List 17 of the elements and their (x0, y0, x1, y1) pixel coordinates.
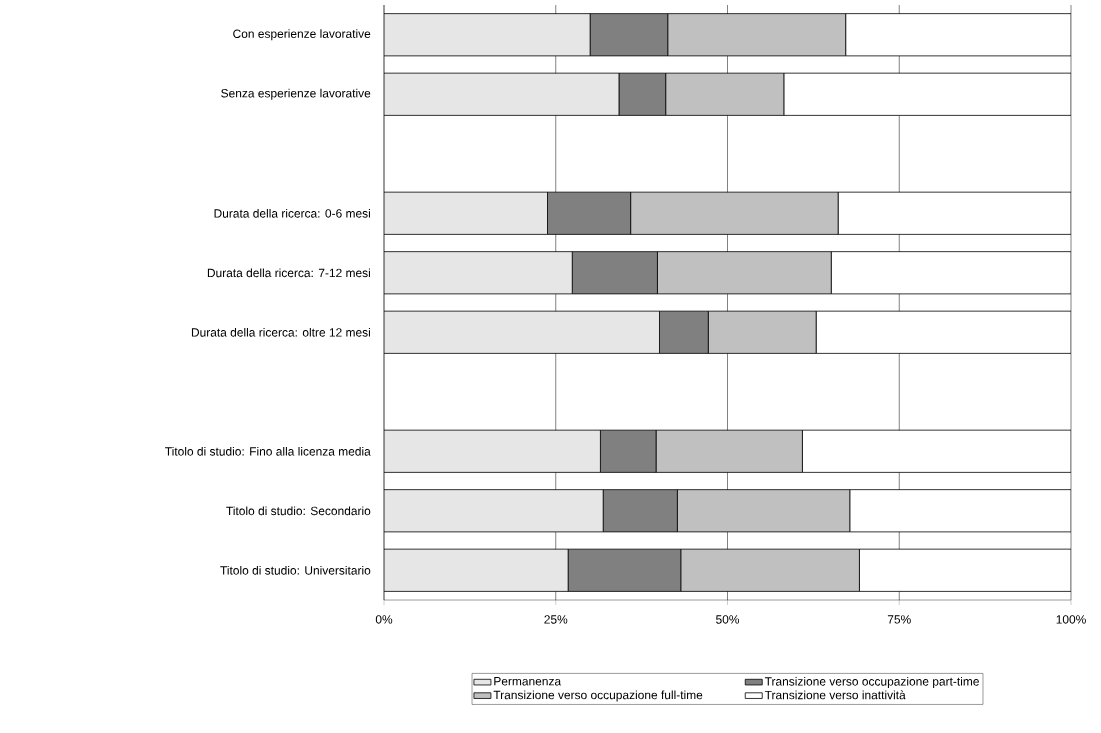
legend-label: Transizione verso occupazione full-time (493, 690, 703, 702)
y-tick-label: Durata della ricerca: oltre 12 mesi (191, 327, 370, 337)
x-tick-label: 100% (1056, 615, 1086, 624)
y-tick-label: Con esperienze lavorative (233, 29, 371, 41)
x-tick-label: 0% (375, 615, 393, 624)
y-tick-label: Titolo di studio: Fino alla licenza media (165, 446, 371, 456)
x-tick-label: 25% (544, 615, 568, 624)
y-tick-label: Durata della ricerca: 0-6 mesi (214, 208, 370, 218)
legend-label: Transizione verso inattività (764, 690, 906, 700)
y-tick-label: Titolo di studio: Secondario (226, 506, 371, 516)
legend-label: Permanenza (494, 677, 562, 686)
y-tick-label: Senza esperienze lavorative (221, 88, 371, 100)
y-tick-label: Durata della ricerca: 7-12 mesi (207, 268, 370, 278)
y-tick-label: Titolo di studio: Universitario (220, 565, 371, 575)
x-tick-label: 75% (887, 615, 911, 624)
legend-label: Transizione verso occupazione part-time (764, 676, 979, 689)
x-tick-label: 50% (716, 615, 740, 624)
